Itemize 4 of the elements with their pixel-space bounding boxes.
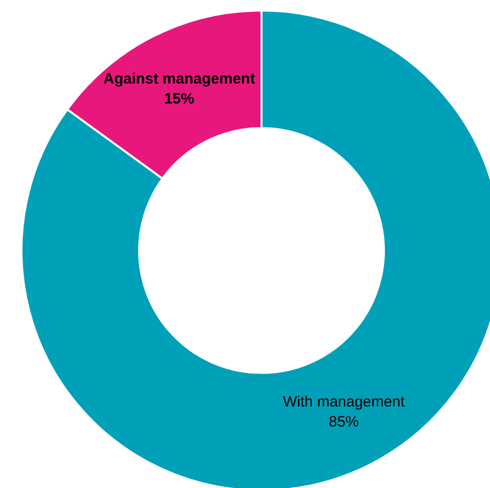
slice-label: With management — [282, 393, 406, 410]
data-label: 15% — [164, 90, 194, 108]
data-label: 85% — [328, 414, 359, 431]
slice-label: Against management — [103, 70, 256, 88]
